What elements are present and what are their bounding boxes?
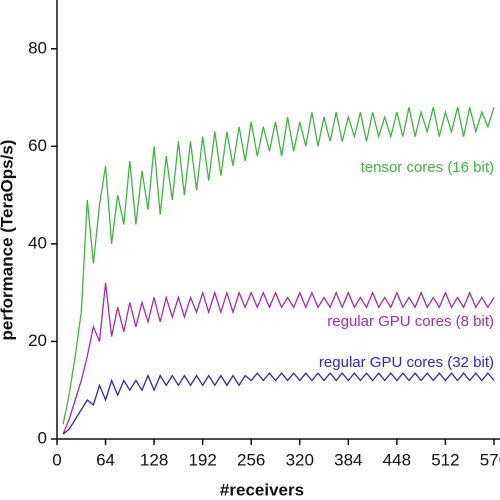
x-tick-label: 512 — [431, 450, 459, 469]
y-axis-label: performance (TeraOps/s) — [0, 140, 16, 341]
x-tick-label: 256 — [237, 450, 265, 469]
y-tick-label: 60 — [28, 136, 47, 155]
x-tick-label: 192 — [188, 450, 216, 469]
annotation: regular GPU cores (32 bit) — [319, 354, 494, 371]
x-axis-label: #receivers — [220, 480, 304, 499]
x-tick-label: 384 — [334, 450, 362, 469]
x-tick-label: 448 — [383, 450, 411, 469]
series-line — [62, 372, 495, 435]
annotation: regular GPU cores (8 bit) — [327, 313, 494, 330]
x-tick-label: 128 — [140, 450, 168, 469]
y-tick-label: 0 — [38, 428, 47, 447]
x-tick-label: 320 — [286, 450, 314, 469]
y-tick-label: 40 — [28, 233, 47, 252]
y-tick-label: 20 — [28, 331, 47, 350]
series-line — [62, 107, 495, 425]
x-tick-label: 64 — [96, 450, 115, 469]
x-tick-label: 576 — [480, 450, 500, 469]
series-line — [62, 282, 495, 435]
annotation: tensor cores (16 bit) — [361, 159, 494, 176]
x-tick-label: 0 — [52, 450, 61, 469]
y-tick-label: 80 — [28, 38, 47, 57]
